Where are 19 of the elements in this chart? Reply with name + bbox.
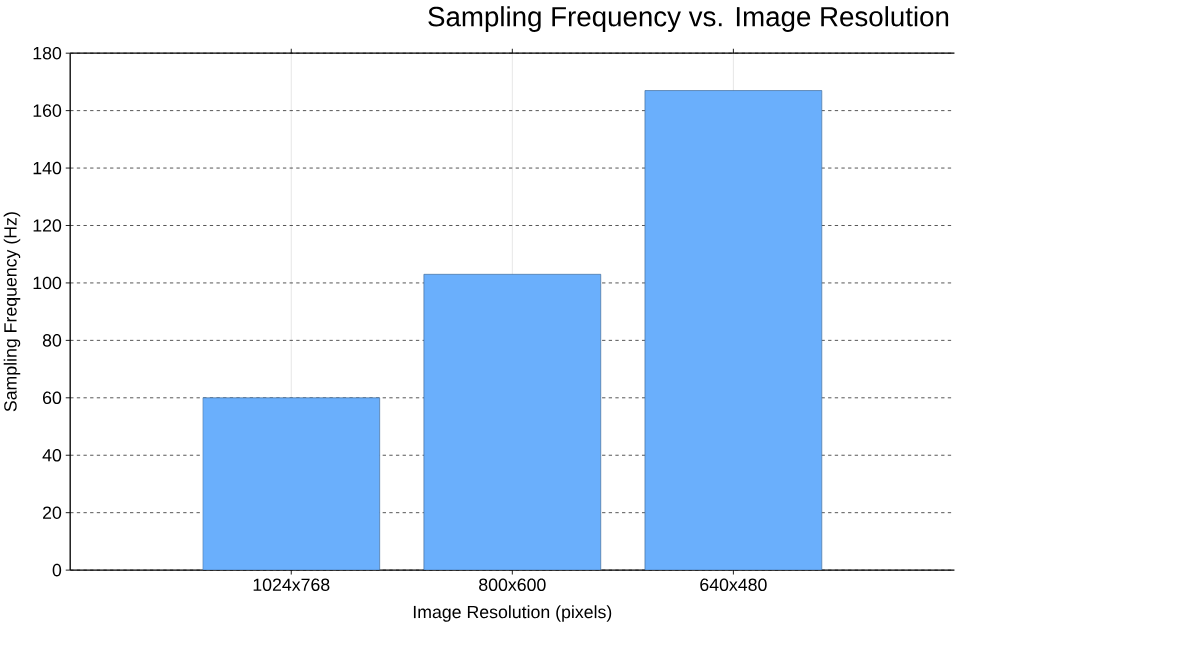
x-tick-label: 1024x768 xyxy=(253,578,330,592)
x-tick-label: 800x600 xyxy=(479,578,546,592)
y-tick-label: 80 xyxy=(42,334,62,347)
y-tick-label: 160 xyxy=(33,104,62,117)
y-tick-label: 0 xyxy=(52,563,62,577)
y-tick-label: 60 xyxy=(43,391,62,405)
bar xyxy=(423,274,602,571)
chart-title: Sampling Frequency vs. Image Resolution xyxy=(428,6,949,32)
y-tick-label: 120 xyxy=(33,219,62,232)
y-tick-label: 180 xyxy=(33,46,62,60)
y-tick-label: 140 xyxy=(33,161,62,175)
y-axis-title: Sampling Frequency (Hz) xyxy=(3,212,21,412)
x-axis-title: Image Resolution (pixels) xyxy=(413,605,612,622)
y-tick-label: 40 xyxy=(42,449,62,462)
bar xyxy=(644,90,823,571)
y-tick-label: 20 xyxy=(43,506,62,519)
bar xyxy=(202,397,381,571)
y-tick-label: 100 xyxy=(33,276,62,290)
x-tick-label: 640x480 xyxy=(700,578,767,592)
